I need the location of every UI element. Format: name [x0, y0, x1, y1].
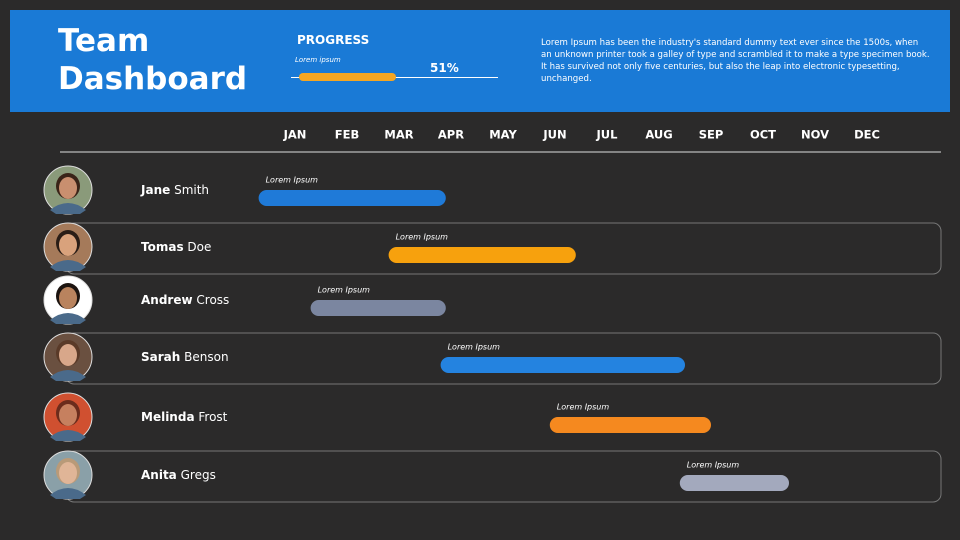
month-label: AUG — [645, 128, 672, 142]
avatar-face — [59, 287, 77, 309]
avatar — [43, 332, 93, 382]
avatar-body — [50, 488, 86, 499]
member-name: Andrew Cross — [141, 293, 229, 307]
task-bar — [310, 300, 446, 316]
last-name: Gregs — [181, 468, 216, 482]
first-name: Jane — [140, 183, 170, 197]
last-name: Doe — [187, 240, 211, 254]
month-label: JUN — [542, 128, 566, 142]
member-name: Tomas Doe — [141, 240, 211, 254]
first-name: Andrew — [141, 293, 193, 307]
task-label: Lorem Ipsum — [396, 233, 449, 242]
task-bar — [388, 247, 576, 263]
month-label: OCT — [750, 128, 776, 142]
month-label: APR — [438, 128, 464, 142]
task-label: Lorem Ipsum — [557, 403, 610, 412]
progress-value: 51% — [430, 61, 459, 75]
task-bar — [258, 190, 446, 206]
title: Team Dashboard — [58, 23, 248, 97]
month-label: SEP — [699, 128, 724, 142]
month-label: DEC — [854, 128, 880, 142]
avatar-body — [50, 313, 86, 324]
progress-caption: Lorem ipsum — [295, 56, 341, 64]
avatar-face — [59, 177, 77, 199]
task-label: Lorem Ipsum — [318, 286, 371, 295]
header: Team Dashboard PROGRESS Lorem ipsum 51% … — [10, 10, 950, 112]
member-name: Jane Smith — [140, 183, 209, 197]
month-label: MAR — [384, 128, 413, 142]
avatar-face — [59, 234, 77, 256]
progress-bar — [299, 73, 396, 81]
task-label: Lorem Ipsum — [448, 343, 501, 352]
month-label: NOV — [801, 128, 829, 142]
avatar-body — [50, 260, 86, 271]
month-label: FEB — [335, 128, 359, 142]
avatar-face — [59, 344, 77, 366]
member-name: Anita Gregs — [141, 468, 216, 482]
month-label: JUL — [596, 128, 619, 142]
avatar-body — [50, 430, 86, 441]
avatar — [43, 222, 93, 272]
member-name: Melinda Frost — [141, 410, 228, 424]
progress-label: PROGRESS — [297, 33, 370, 47]
task-bar — [549, 417, 711, 433]
month-label: MAY — [489, 128, 517, 142]
avatar-body — [50, 203, 86, 214]
task-label: Lorem Ipsum — [687, 461, 740, 470]
last-name: Cross — [196, 293, 229, 307]
last-name: Benson — [184, 350, 228, 364]
avatar — [43, 275, 93, 325]
avatar — [43, 450, 93, 500]
last-name: Smith — [174, 183, 209, 197]
first-name: Tomas — [141, 240, 184, 254]
last-name: Frost — [198, 410, 227, 424]
avatar — [43, 165, 93, 215]
month-label: JAN — [283, 128, 307, 142]
avatar — [43, 392, 93, 442]
member-name: Sarah Benson — [141, 350, 229, 364]
task-bar — [440, 357, 685, 373]
task-bar — [679, 475, 789, 491]
first-name: Sarah — [141, 350, 180, 364]
first-name: Anita — [141, 468, 177, 482]
avatar-body — [50, 370, 86, 381]
description: Lorem Ipsum has been the industry's stan… — [541, 38, 930, 84]
first-name: Melinda — [141, 410, 195, 424]
avatar-face — [59, 462, 77, 484]
avatar-face — [59, 404, 77, 426]
task-label: Lorem Ipsum — [266, 176, 319, 185]
